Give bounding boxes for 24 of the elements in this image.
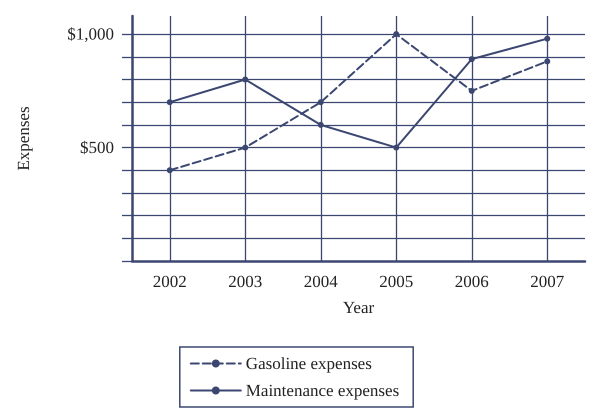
point [242, 76, 248, 83]
legend-label: Maintenance expenses [246, 381, 400, 400]
point [468, 56, 475, 62]
y-tick-label: $1,000 [67, 24, 114, 44]
x-tick-label: 2003 [228, 272, 262, 291]
x-tick-label: 2006 [454, 272, 489, 291]
y-tick-label: $500 [80, 138, 114, 158]
x-tick-label: 2005 [379, 272, 414, 291]
point [544, 36, 550, 42]
point [166, 99, 173, 106]
legend-label: Gasoline expenses [246, 354, 372, 373]
point [393, 144, 400, 151]
point [242, 144, 248, 151]
point [544, 58, 550, 64]
point [468, 88, 475, 94]
y-axis-title: Expenses [14, 106, 33, 171]
x-tick-label: 2002 [152, 272, 187, 291]
point [166, 167, 173, 174]
x-tick-label: 2004 [304, 272, 338, 291]
point [393, 31, 400, 38]
point [318, 99, 324, 106]
x-axis-title: Year [342, 298, 374, 317]
point [318, 122, 324, 128]
x-tick-label: 2007 [530, 272, 565, 291]
